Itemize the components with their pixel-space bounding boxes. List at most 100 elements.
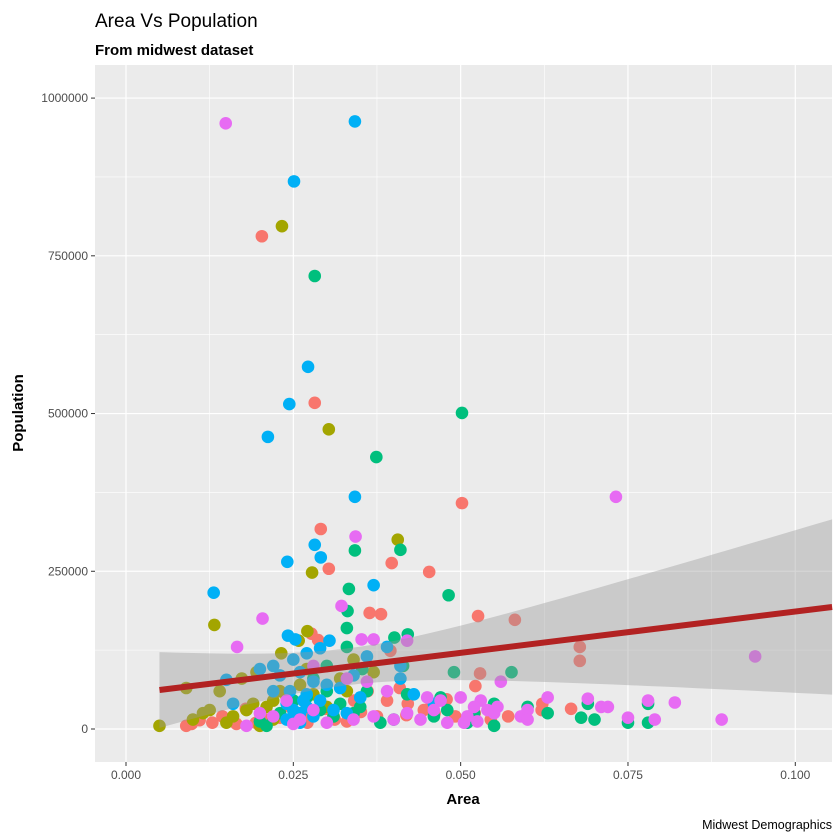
data-point-il — [314, 522, 328, 536]
data-point-oh — [287, 653, 300, 666]
data-point-wi — [668, 696, 682, 709]
data-point-wi — [748, 650, 762, 663]
data-point-mi — [588, 713, 601, 726]
data-point-wi — [609, 490, 623, 504]
data-point-oh — [323, 634, 336, 647]
data-point-wi — [280, 694, 293, 707]
data-point-oh — [287, 175, 301, 188]
data-point-mi — [370, 450, 383, 464]
data-point-wi — [601, 700, 615, 714]
data-point-oh — [261, 430, 275, 444]
data-point-il — [573, 654, 587, 668]
data-point-il — [322, 562, 336, 576]
data-point-mi — [340, 640, 354, 654]
data-point-in — [208, 618, 221, 632]
data-point-wi — [414, 713, 427, 726]
data-point-mi — [487, 719, 501, 733]
data-point-mi — [574, 711, 588, 724]
data-point-in — [213, 684, 227, 698]
x-tick-label: 0.100 — [780, 768, 810, 782]
data-point-oh — [360, 650, 374, 663]
y-tick-label: 250000 — [48, 564, 88, 578]
data-point-il — [417, 703, 431, 717]
data-point-il — [255, 229, 269, 243]
data-point-in — [322, 423, 336, 436]
data-point-wi — [641, 694, 655, 707]
data-point-wi — [387, 713, 401, 726]
data-point-wi — [467, 700, 481, 714]
data-point-mi — [440, 703, 454, 717]
data-point-wi — [521, 713, 534, 726]
data-point-wi — [266, 710, 280, 723]
data-point-wi — [621, 711, 635, 724]
data-point-oh — [266, 684, 280, 698]
x-tick-label: 0.075 — [613, 768, 643, 782]
data-point-wi — [349, 530, 362, 543]
data-point-il — [573, 640, 587, 654]
data-point-mi — [348, 544, 362, 557]
data-point-wi — [541, 691, 554, 704]
data-point-in — [153, 719, 166, 733]
smooth-layer — [159, 519, 833, 728]
data-point-wi — [427, 703, 441, 717]
data-point-mi — [394, 543, 407, 557]
data-point-wi — [581, 692, 595, 706]
data-point-oh — [380, 640, 394, 654]
data-point-wi — [521, 703, 534, 717]
data-point-oh — [313, 694, 327, 707]
chart-caption: Midwest Demographics — [702, 818, 832, 832]
data-point-in — [293, 678, 307, 692]
data-point-wi — [219, 117, 233, 130]
data-point-in — [274, 646, 288, 660]
points-layer — [153, 115, 762, 733]
data-point-oh — [281, 555, 294, 569]
data-point-oh — [333, 681, 347, 695]
data-point-wi — [253, 706, 267, 720]
data-point-oh — [266, 659, 280, 673]
data-point-oh — [367, 578, 380, 592]
data-point-oh — [297, 694, 310, 707]
data-point-wi — [347, 713, 360, 726]
y-tick-label: 0 — [81, 722, 88, 736]
data-point-il — [422, 565, 436, 579]
data-point-wi — [367, 633, 380, 646]
data-point-oh — [300, 646, 314, 660]
data-point-il — [380, 694, 394, 707]
data-point-oh — [226, 697, 240, 711]
data-point-in — [186, 713, 200, 726]
data-point-wi — [367, 710, 380, 723]
data-point-wi — [400, 706, 414, 720]
data-point-wi — [230, 640, 244, 654]
data-point-wi — [240, 719, 253, 733]
data-point-in — [367, 665, 380, 679]
data-point-il — [564, 702, 578, 716]
data-point-oh — [283, 397, 296, 411]
chart-subtitle: From midwest dataset — [95, 42, 253, 59]
data-point-in — [220, 716, 233, 729]
data-point-il — [471, 609, 485, 623]
data-point-wi — [454, 691, 467, 704]
data-point-oh — [253, 662, 267, 676]
data-point-il — [308, 396, 322, 410]
x-axis-title: Area — [446, 791, 480, 808]
data-point-wi — [293, 713, 307, 726]
y-tick-label: 1000000 — [41, 91, 88, 105]
data-point-wi — [434, 694, 447, 707]
data-point-il — [501, 710, 515, 723]
data-point-oh — [301, 360, 315, 374]
data-point-wi — [457, 716, 471, 729]
data-point-oh — [289, 633, 302, 646]
confidence-ribbon — [159, 519, 833, 728]
data-point-mi — [442, 588, 455, 602]
data-point-wi — [648, 713, 662, 726]
data-point-mi — [388, 631, 401, 644]
axes: 0.000 0.025 0.050 0.075 0.100 0 250000 500000 75… — [41, 91, 810, 782]
data-point-wi — [420, 691, 434, 704]
data-point-wi — [340, 672, 354, 685]
data-point-in — [266, 694, 280, 707]
data-point-oh — [314, 551, 328, 564]
data-point-wi — [471, 715, 484, 728]
data-point-wi — [491, 700, 504, 714]
data-point-mi — [541, 706, 554, 720]
